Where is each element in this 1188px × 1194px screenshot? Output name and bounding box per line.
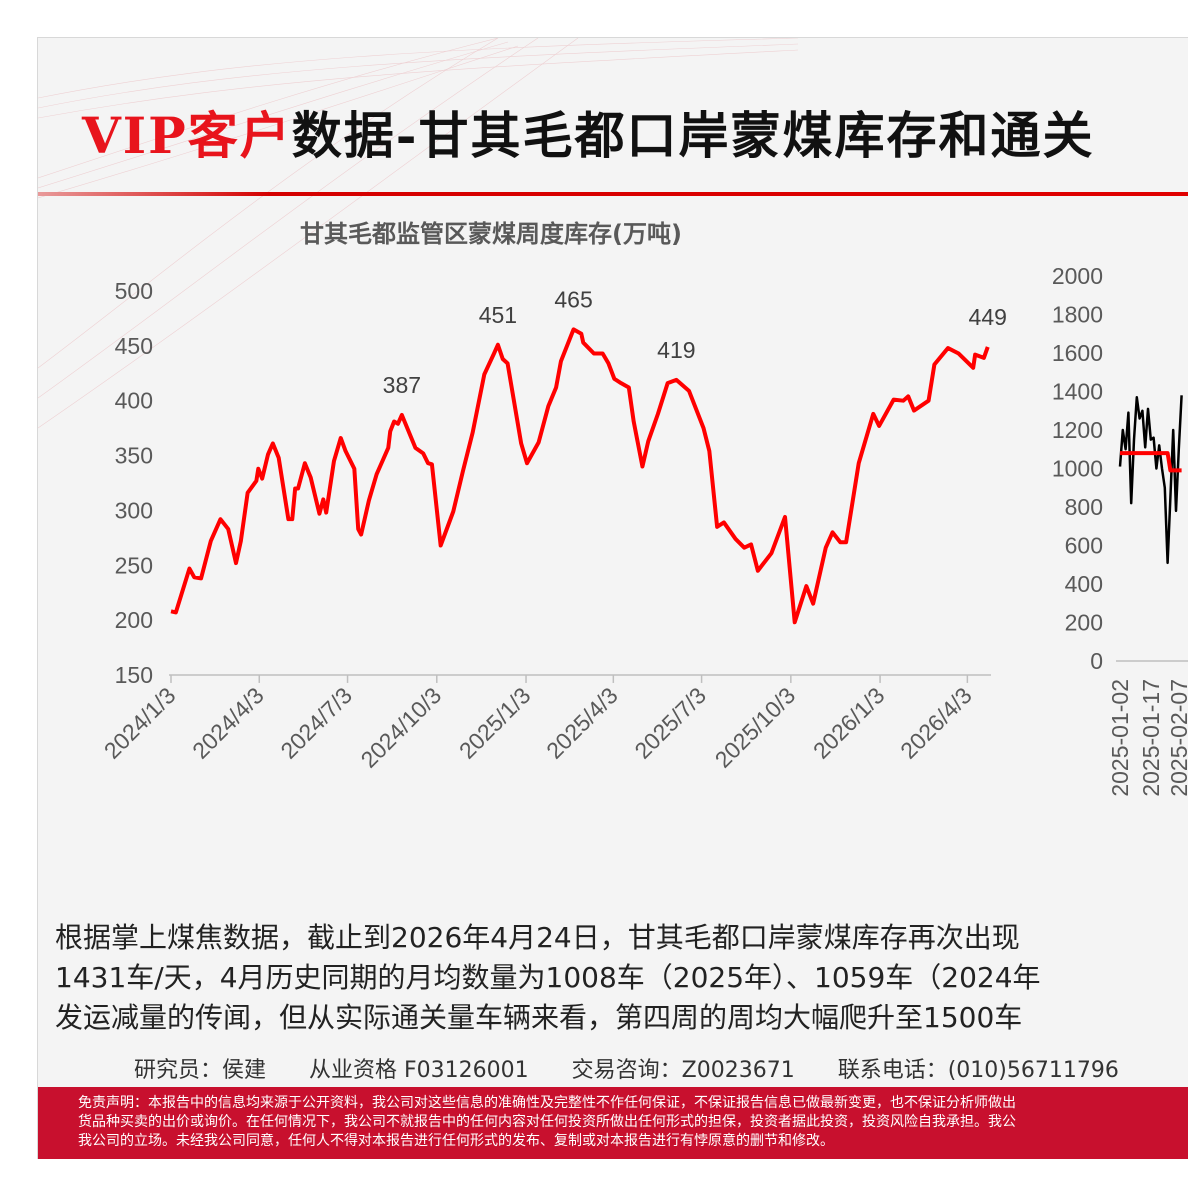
x-tick-label: 2024/10/3 <box>356 682 447 773</box>
y-tick-label: 2000 <box>1052 263 1103 289</box>
y-tick-label: 600 <box>1065 533 1103 559</box>
clearance-line <box>1118 395 1183 565</box>
y-tick-label: 400 <box>1065 571 1103 597</box>
x-tick-label: 2025-01-02 <box>1107 679 1133 797</box>
phone: 联系电话：(010)56711796 <box>837 1058 1119 1083</box>
x-tick-label: 2024/4/3 <box>187 682 269 764</box>
disclaimer-line: 我公司的立场。未经我公司同意，任何人不得对本报告进行任何形式的发布、复制或对本报… <box>78 1133 834 1149</box>
x-tick-label: 2026/1/3 <box>808 682 890 764</box>
commentary-text: 根据掌上煤焦数据，截止到2026年4月24日，甘其毛都口岸蒙煤库存再次出现 14… <box>55 918 1041 1038</box>
author-info: 研究员：侯建 从业资格 F03126001 交易咨询：Z0023671 联系电话… <box>134 1052 1155 1084</box>
qualification: 从业资格 F03126001 <box>309 1058 529 1083</box>
y-tick-label: 250 <box>115 552 153 578</box>
data-label: 451 <box>479 302 517 328</box>
x-tick-label: 2025-01-17 <box>1138 679 1164 797</box>
title-highlight: VIP客户 <box>82 106 292 165</box>
y-tick-label: 200 <box>1065 610 1103 636</box>
researcher: 研究员：侯建 <box>134 1058 267 1083</box>
y-tick-label: 150 <box>115 662 153 688</box>
y-tick-label: 1600 <box>1052 340 1103 366</box>
disclaimer-footer: 免责声明：本报告中的信息均来源于公开资料，我公司对这些信息的准确性及完整性不作任… <box>38 1087 1188 1159</box>
commentary-line: 发运减量的传闻，但从实际通关量车辆来看，第四周的周均大幅爬升至1500车 <box>55 1001 1023 1034</box>
clearance-chart-axis: 0 200 400 600 800 1000 1200 1400 1600 1800 2000 202… <box>1052 263 1188 797</box>
data-label: 419 <box>657 337 695 363</box>
x-tick-label: 2025/7/3 <box>629 682 711 764</box>
decorative-wave-lines <box>38 38 799 429</box>
title-text: 数据-甘其毛都口岸蒙煤库存和通关 <box>291 106 1095 165</box>
disclaimer-line: 免责声明：本报告中的信息均来源于公开资料，我公司对这些信息的准确性及完整性不作任… <box>78 1095 1016 1111</box>
x-tick-label: 2024/7/3 <box>275 682 357 764</box>
y-tick-label: 200 <box>115 607 153 633</box>
y-tick-label: 350 <box>115 443 153 469</box>
data-label: 449 <box>969 304 1007 330</box>
x-tick-label: 2025/10/3 <box>710 682 801 773</box>
inventory-line <box>170 327 990 625</box>
report-panel: VIP客户数据-甘其毛都口岸蒙煤库存和通关 甘其毛都监管区蒙煤周度库存(万吨) … <box>37 37 1188 1159</box>
charts-area: 甘其毛都监管区蒙煤周度库存(万吨) 150 200 250 300 350 400 450 5… <box>99 220 1188 797</box>
x-tick-label: 2024/1/3 <box>99 682 181 764</box>
y-tick-label: 1000 <box>1052 456 1103 482</box>
y-tick-label: 1800 <box>1052 302 1103 328</box>
x-tick-label: 2026/4/3 <box>895 682 977 764</box>
y-tick-label: 400 <box>115 388 153 414</box>
commentary-line: 1431车/天，4月历史同期的月均数量为1008车（2025年）、1059车（2… <box>55 961 1041 994</box>
x-tick-label: 2025/1/3 <box>454 682 536 764</box>
y-tick-label: 800 <box>1065 494 1103 520</box>
x-tick-label: 2025/4/3 <box>541 682 623 764</box>
title-divider <box>38 192 1188 196</box>
commentary-line: 根据掌上煤焦数据，截止到2026年4月24日，甘其毛都口岸蒙煤库存再次出现 <box>55 921 1020 954</box>
y-tick-label: 1200 <box>1052 417 1103 443</box>
data-label: 387 <box>383 372 421 398</box>
y-tick-label: 500 <box>115 278 153 304</box>
x-tick-label: 2025-02-07 <box>1166 679 1188 797</box>
page-title: VIP客户数据-甘其毛都口岸蒙煤库存和通关 <box>82 96 1095 168</box>
clearance-chart <box>1118 395 1183 565</box>
consulting: 交易咨询：Z0023671 <box>571 1058 795 1083</box>
y-tick-label: 450 <box>115 333 153 359</box>
chart-title: 甘其毛都监管区蒙煤周度库存(万吨) <box>300 220 682 248</box>
y-tick-label: 1400 <box>1052 379 1103 405</box>
data-label: 465 <box>554 286 592 312</box>
y-tick-label: 300 <box>115 497 153 523</box>
inventory-chart: 150 200 250 300 350 400 450 500 2024/1/3 2024/4/3… <box>99 278 1007 773</box>
y-tick-label: 0 <box>1090 648 1103 674</box>
disclaimer-line: 货品种买卖的出价或询价。在任何情况下，我公司不就报告中的任何内容对任何投资所做出… <box>78 1114 1016 1130</box>
average-line <box>1120 451 1182 473</box>
